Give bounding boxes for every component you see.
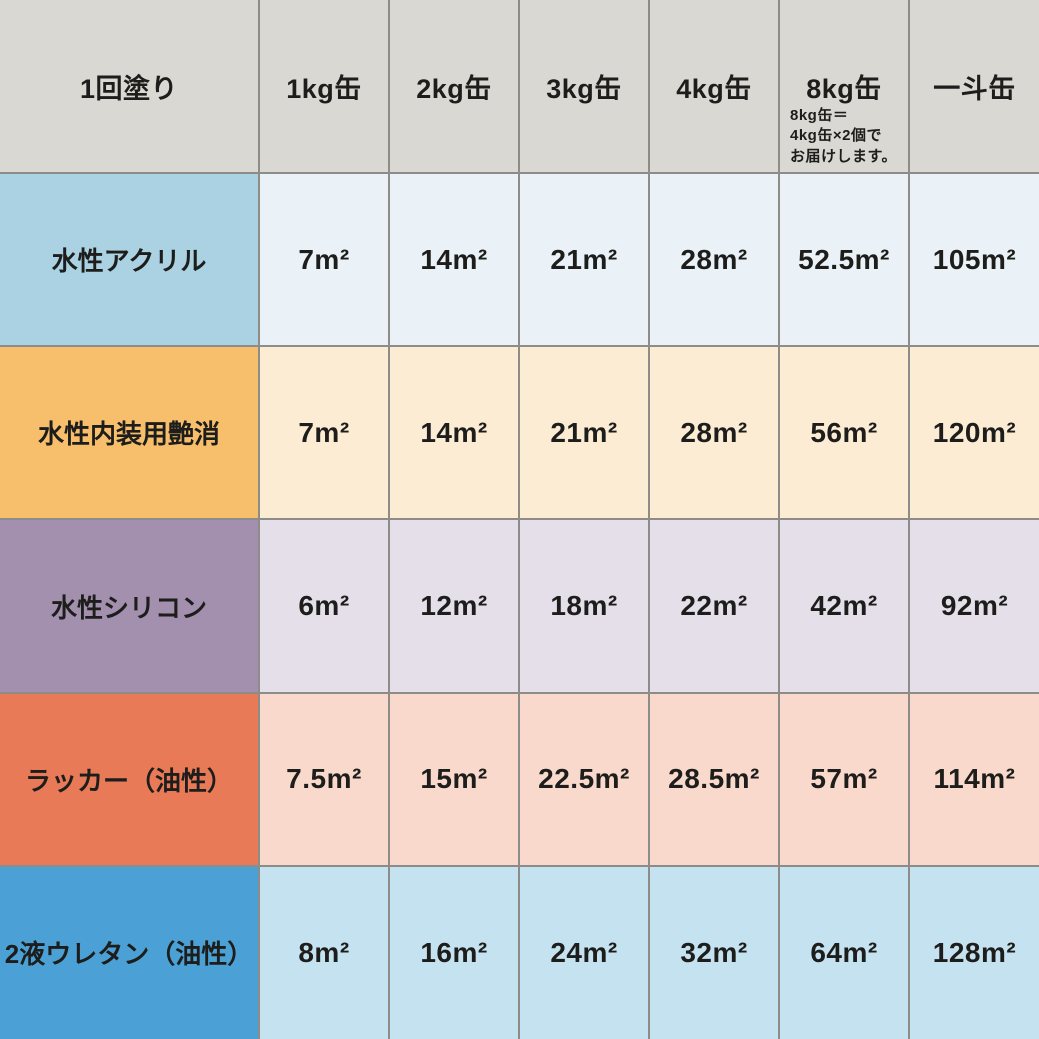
header-note-8kg: 8kg缶＝ 4kg缶×2個で お届けします。 [790, 106, 897, 167]
coverage-cell: 18m² [518, 518, 650, 694]
table-row-lacquer: ラッカー（油性） 7.5m² 15m² 22.5m² 28.5m² 57m² 1… [0, 691, 1039, 867]
note-line: お届けします。 [790, 147, 898, 165]
coverage-cell: 105m² [908, 172, 1039, 348]
row-label-interior-matte: 水性内装用艶消 [0, 345, 260, 521]
coverage-cell: 28m² [648, 172, 780, 348]
coverage-cell: 56m² [778, 345, 910, 521]
coverage-cell: 42m² [778, 518, 910, 694]
coverage-cell: 7m² [258, 345, 390, 521]
coverage-cell: 52.5m² [778, 172, 910, 348]
coverage-cell: 64m² [778, 864, 910, 1039]
header-row: 1回塗り 1kg缶 2kg缶 3kg缶 4kg缶 8kg缶 8kg缶＝ 4kg缶… [0, 0, 1039, 175]
coverage-cell: 14m² [388, 172, 520, 348]
header-cell-4kg: 4kg缶 [648, 0, 780, 175]
coverage-cell: 14m² [388, 345, 520, 521]
coverage-cell: 32m² [648, 864, 780, 1039]
coverage-cell: 24m² [518, 864, 650, 1039]
note-line: 4kg缶×2個で [790, 127, 882, 145]
row-label-acrylic: 水性アクリル [0, 172, 260, 348]
coverage-cell: 16m² [388, 864, 520, 1039]
coverage-cell: 28m² [648, 345, 780, 521]
coverage-cell: 114m² [908, 691, 1039, 867]
coverage-cell: 22.5m² [518, 691, 650, 867]
row-label-urethane: 2液ウレタン（油性） [0, 864, 260, 1039]
coverage-cell: 21m² [518, 172, 650, 348]
header-cell-itto: 一斗缶 [908, 0, 1039, 175]
table-row-acrylic: 水性アクリル 7m² 14m² 21m² 28m² 52.5m² 105m² [0, 172, 1039, 348]
coverage-cell: 128m² [908, 864, 1039, 1039]
table-row-interior-matte: 水性内装用艶消 7m² 14m² 21m² 28m² 56m² 120m² [0, 345, 1039, 521]
coverage-cell: 6m² [258, 518, 390, 694]
header-cell-one-coat: 1回塗り [0, 0, 260, 175]
coverage-cell: 120m² [908, 345, 1039, 521]
coverage-cell: 92m² [908, 518, 1039, 694]
row-label-silicone: 水性シリコン [0, 518, 260, 694]
coverage-cell: 22m² [648, 518, 780, 694]
coverage-cell: 8m² [258, 864, 390, 1039]
header-cell-8kg: 8kg缶 8kg缶＝ 4kg缶×2個で お届けします。 [778, 0, 910, 175]
coverage-cell: 21m² [518, 345, 650, 521]
table-row-urethane: 2液ウレタン（油性） 8m² 16m² 24m² 32m² 64m² 128m² [0, 864, 1039, 1039]
coverage-cell: 28.5m² [648, 691, 780, 867]
row-label-lacquer: ラッカー（油性） [0, 691, 260, 867]
note-line: 8kg缶＝ [790, 107, 849, 124]
header-cell-2kg: 2kg缶 [388, 0, 520, 175]
coverage-cell: 57m² [778, 691, 910, 867]
coverage-cell: 7.5m² [258, 691, 390, 867]
header-label-8kg: 8kg缶 [806, 73, 882, 104]
header-cell-1kg: 1kg缶 [258, 0, 390, 175]
coverage-cell: 15m² [388, 691, 520, 867]
table-row-silicone: 水性シリコン 6m² 12m² 18m² 22m² 42m² 92m² [0, 518, 1039, 694]
coverage-cell: 7m² [258, 172, 390, 348]
header-cell-3kg: 3kg缶 [518, 0, 650, 175]
coverage-cell: 12m² [388, 518, 520, 694]
